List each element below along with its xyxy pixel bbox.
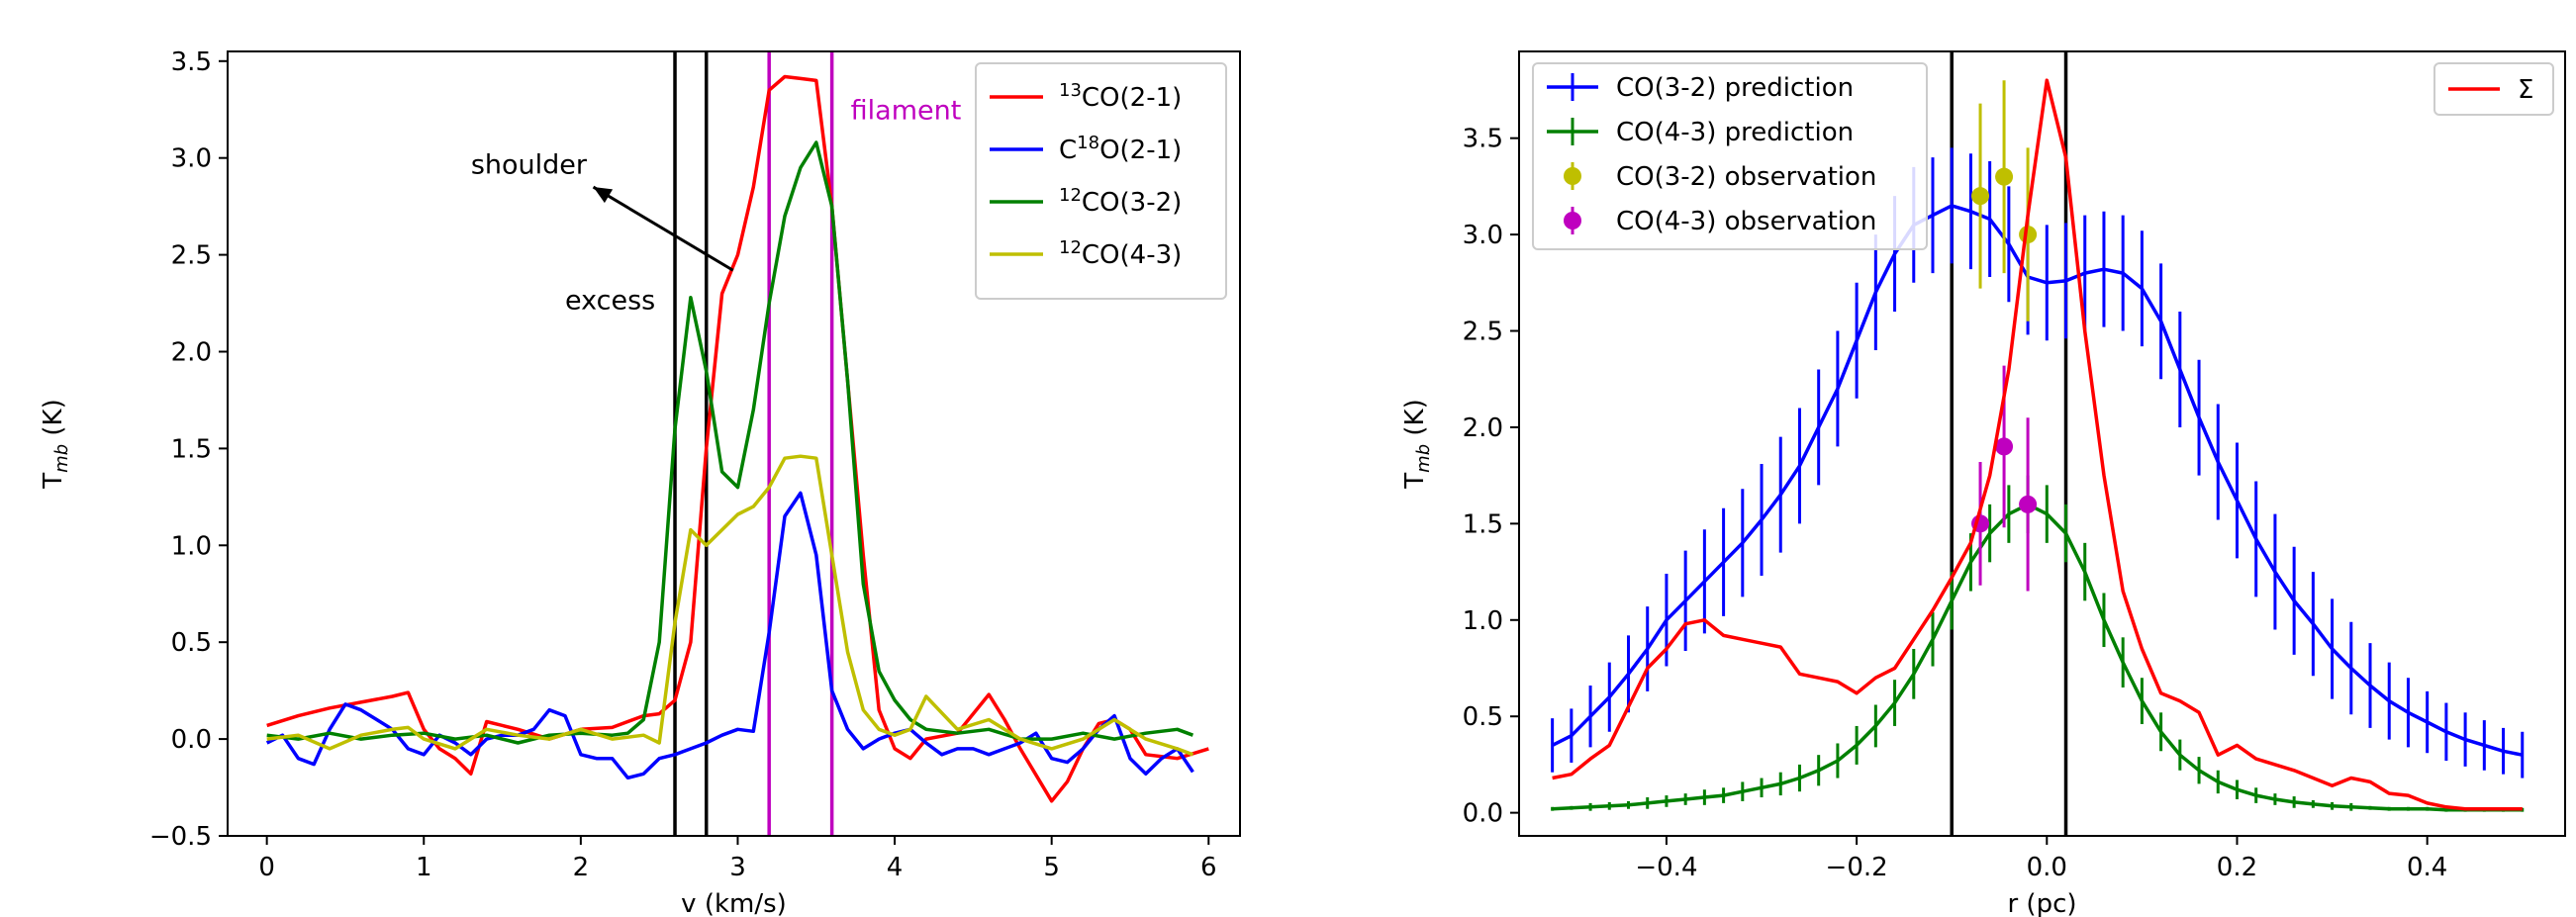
y-tick-label: −0.5	[149, 822, 212, 852]
legend-label: CO(3-2) prediction	[1616, 73, 1854, 103]
annotation-text: excess	[565, 285, 655, 316]
annotation-text: shoulder	[471, 149, 588, 180]
observation-marker	[1995, 437, 2014, 456]
y-tick-label: 0.5	[171, 628, 212, 658]
series-line	[1552, 503, 2523, 812]
y-tick-label: 1.0	[1463, 606, 1503, 636]
series-line	[266, 454, 1194, 757]
legend-entry: CO(4-3) observation	[1564, 207, 1876, 236]
plot-area	[265, 51, 1209, 836]
x-tick-label: −0.2	[1826, 853, 1888, 882]
x-tick-label: 4	[887, 853, 904, 882]
right-panel: −0.4 −0.2 0.0 0.2 0.4 0.0 0.5 1.0 1.5 2.0 2.5 3.0 3.…	[1400, 50, 2566, 917]
arrow-head	[593, 187, 614, 204]
axes-frame	[227, 50, 1241, 837]
annotation-text: filament	[851, 96, 962, 127]
legend-entry: 13CO(2-1)	[990, 80, 1182, 113]
observation-marker	[2019, 495, 2038, 513]
y-tick-label: 0.5	[1463, 702, 1503, 732]
x-tick-label: 6	[1200, 853, 1217, 882]
x-tick-label: 1	[416, 853, 432, 882]
y-tick-label: 3.0	[1463, 221, 1503, 250]
y-tick-label: 1.5	[171, 434, 212, 464]
legend-label: CO(4-3) observation	[1616, 207, 1876, 236]
legend-label: CO(4-3) prediction	[1616, 118, 1854, 147]
y-axis-label: Tmb (K)	[39, 399, 72, 489]
legend-entry: CO(3-2) observation	[1564, 162, 1876, 192]
legend-swatch-marker	[1564, 167, 1581, 185]
y-tick-label: 2.5	[1463, 318, 1503, 347]
axes-frame	[1518, 50, 2566, 837]
left-panel: 0 1 2 3 4 5 6 −0.5 0.0 0.5 1.0 1.5 2.0 2.5 3.0 3.5 v (km…	[39, 47, 1241, 917]
legend-swatch-marker	[1564, 212, 1581, 229]
legend-entry: CO(4-3) prediction	[1547, 118, 1854, 147]
series-line	[1551, 204, 2524, 757]
x-tick-label: 0	[258, 853, 275, 882]
legend-label: 13CO(2-1)	[1059, 80, 1182, 113]
y-tick-label: 0.0	[171, 725, 212, 755]
x-tick-label: 0.2	[2217, 853, 2257, 882]
x-axis-label: v (km/s)	[681, 889, 787, 917]
x-tick-label: 0.0	[2027, 853, 2067, 882]
legend-label: Σ	[2518, 75, 2533, 105]
y-tick-label: 3.5	[171, 47, 212, 77]
y-tick-label: 2.0	[1463, 413, 1503, 443]
legend	[975, 62, 1227, 300]
x-tick-label: 2	[573, 853, 590, 882]
legend-entry: 12CO(3-2)	[990, 185, 1182, 218]
legend-label: 12CO(3-2)	[1059, 185, 1182, 218]
y-tick-label: 1.5	[1463, 509, 1503, 539]
y-tick-label: 2.5	[171, 241, 212, 271]
legend-label: 12CO(4-3)	[1059, 237, 1182, 270]
x-axis-label: r (pc)	[2007, 889, 2076, 917]
x-tick-label: 5	[1043, 853, 1060, 882]
x-tick-label: −0.4	[1635, 853, 1697, 882]
y-tick-label: 0.0	[1463, 799, 1503, 829]
series-line	[1552, 78, 2523, 811]
x-tick-label: 0.4	[2407, 853, 2447, 882]
legend	[1532, 62, 1928, 250]
y-tick-label: 1.0	[171, 531, 212, 561]
legend-entry: Σ	[2448, 75, 2533, 105]
series-line	[266, 74, 1209, 803]
legend-entry: C18O(2-1)	[990, 133, 1182, 165]
x-tick-label: 3	[729, 853, 746, 882]
legend-entry: CO(3-2) prediction	[1547, 73, 1854, 103]
legend-label: C18O(2-1)	[1059, 133, 1182, 165]
observation-marker	[1995, 167, 2014, 186]
annotation-arrow	[592, 185, 734, 272]
y-tick-label: 3.5	[1463, 125, 1503, 154]
legend-entry: 12CO(4-3)	[990, 237, 1182, 270]
observation-marker	[1971, 187, 1990, 206]
y-tick-label: 2.0	[171, 337, 212, 367]
legend-label: CO(3-2) observation	[1616, 162, 1876, 192]
y-axis-label: Tmb (K)	[1400, 399, 1434, 489]
y-tick-label: 3.0	[171, 144, 212, 174]
